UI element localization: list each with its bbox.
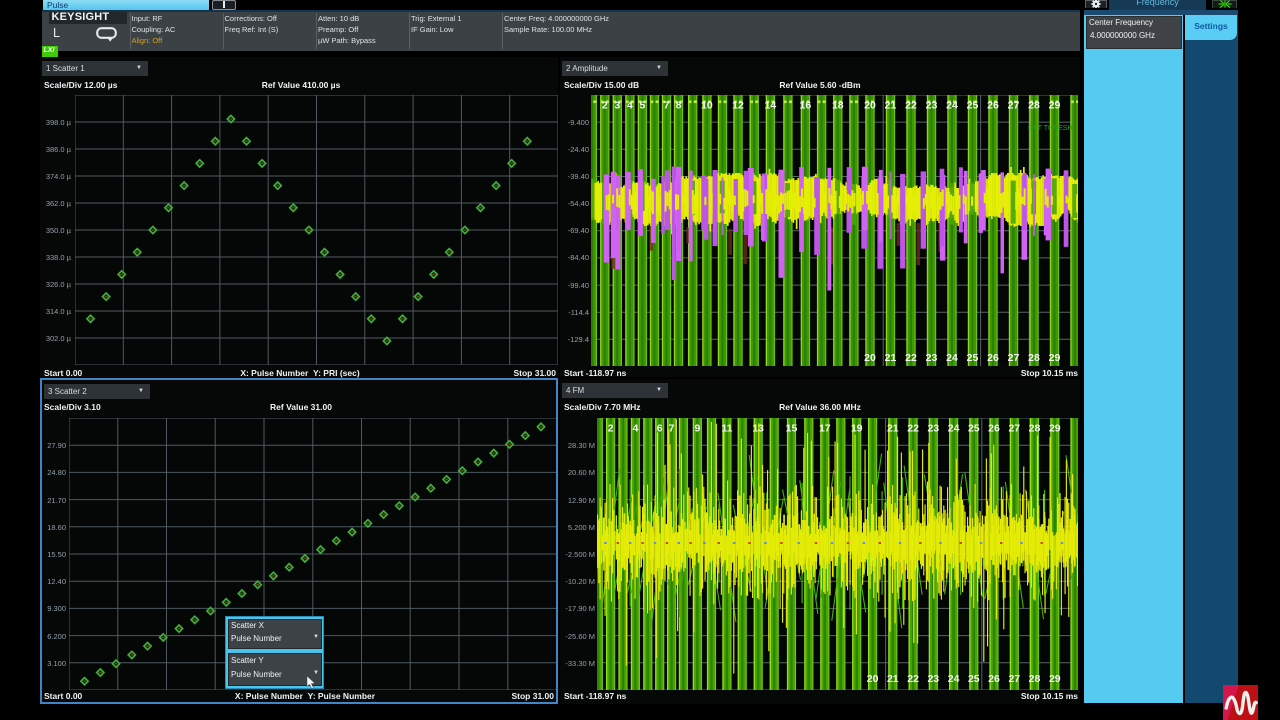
svg-text:21: 21: [887, 423, 899, 435]
svg-text:13: 13: [752, 423, 764, 435]
svg-text:20: 20: [864, 352, 876, 364]
svg-text:28: 28: [1029, 423, 1041, 435]
svg-text:4: 4: [627, 99, 633, 111]
svg-text:10: 10: [701, 99, 713, 111]
svg-text:22: 22: [905, 352, 917, 364]
svg-text:4: 4: [632, 423, 638, 435]
svg-text:27: 27: [1008, 423, 1020, 435]
svg-text:28: 28: [1028, 99, 1040, 111]
svg-text:14: 14: [765, 99, 777, 111]
svg-text:23: 23: [926, 99, 938, 111]
svg-text:12: 12: [732, 99, 744, 111]
svg-text:23: 23: [926, 352, 938, 364]
svg-text:29: 29: [1049, 99, 1061, 111]
svg-text:24: 24: [946, 99, 958, 111]
svg-text:21: 21: [887, 673, 899, 685]
svg-text:7: 7: [664, 99, 670, 111]
svg-text:29: 29: [1049, 673, 1061, 685]
svg-text:23: 23: [927, 423, 939, 435]
svg-text:26: 26: [987, 99, 999, 111]
svg-text:2: 2: [608, 423, 614, 435]
svg-text:26: 26: [987, 352, 999, 364]
svg-text:18: 18: [832, 99, 844, 111]
svg-text:19: 19: [851, 423, 863, 435]
svg-text:28: 28: [1029, 673, 1041, 685]
svg-text:23: 23: [927, 673, 939, 685]
svg-text:24: 24: [948, 673, 960, 685]
svg-text:3: 3: [614, 99, 620, 111]
svg-text:27: 27: [1008, 99, 1020, 111]
svg-text:29: 29: [1049, 352, 1061, 364]
svg-text:7: 7: [669, 423, 675, 435]
svg-text:29: 29: [1049, 423, 1061, 435]
svg-text:11: 11: [721, 423, 732, 435]
svg-text:5: 5: [639, 99, 645, 111]
svg-text:15: 15: [786, 423, 798, 435]
svg-text:DET THRESH: DET THRESH: [1028, 125, 1072, 132]
svg-text:27: 27: [1008, 673, 1020, 685]
svg-text:28: 28: [1028, 352, 1040, 364]
svg-text:20: 20: [864, 99, 876, 111]
svg-text:16: 16: [800, 99, 812, 111]
svg-text:22: 22: [907, 673, 919, 685]
svg-text:9: 9: [694, 423, 700, 435]
svg-text:20: 20: [867, 673, 879, 685]
svg-text:21: 21: [885, 352, 897, 364]
svg-text:25: 25: [967, 99, 979, 111]
svg-text:26: 26: [988, 423, 1000, 435]
svg-text:24: 24: [946, 352, 958, 364]
svg-text:21: 21: [885, 99, 897, 111]
svg-text:26: 26: [988, 673, 1000, 685]
svg-text:6: 6: [657, 423, 663, 435]
svg-text:25: 25: [967, 352, 979, 364]
svg-text:24: 24: [948, 423, 960, 435]
svg-text:22: 22: [905, 99, 917, 111]
svg-text:8: 8: [676, 99, 682, 111]
svg-text:2: 2: [602, 99, 608, 111]
svg-text:27: 27: [1008, 352, 1020, 364]
svg-text:25: 25: [968, 673, 980, 685]
svg-text:25: 25: [968, 423, 980, 435]
svg-text:17: 17: [819, 423, 831, 435]
svg-text:22: 22: [907, 423, 919, 435]
